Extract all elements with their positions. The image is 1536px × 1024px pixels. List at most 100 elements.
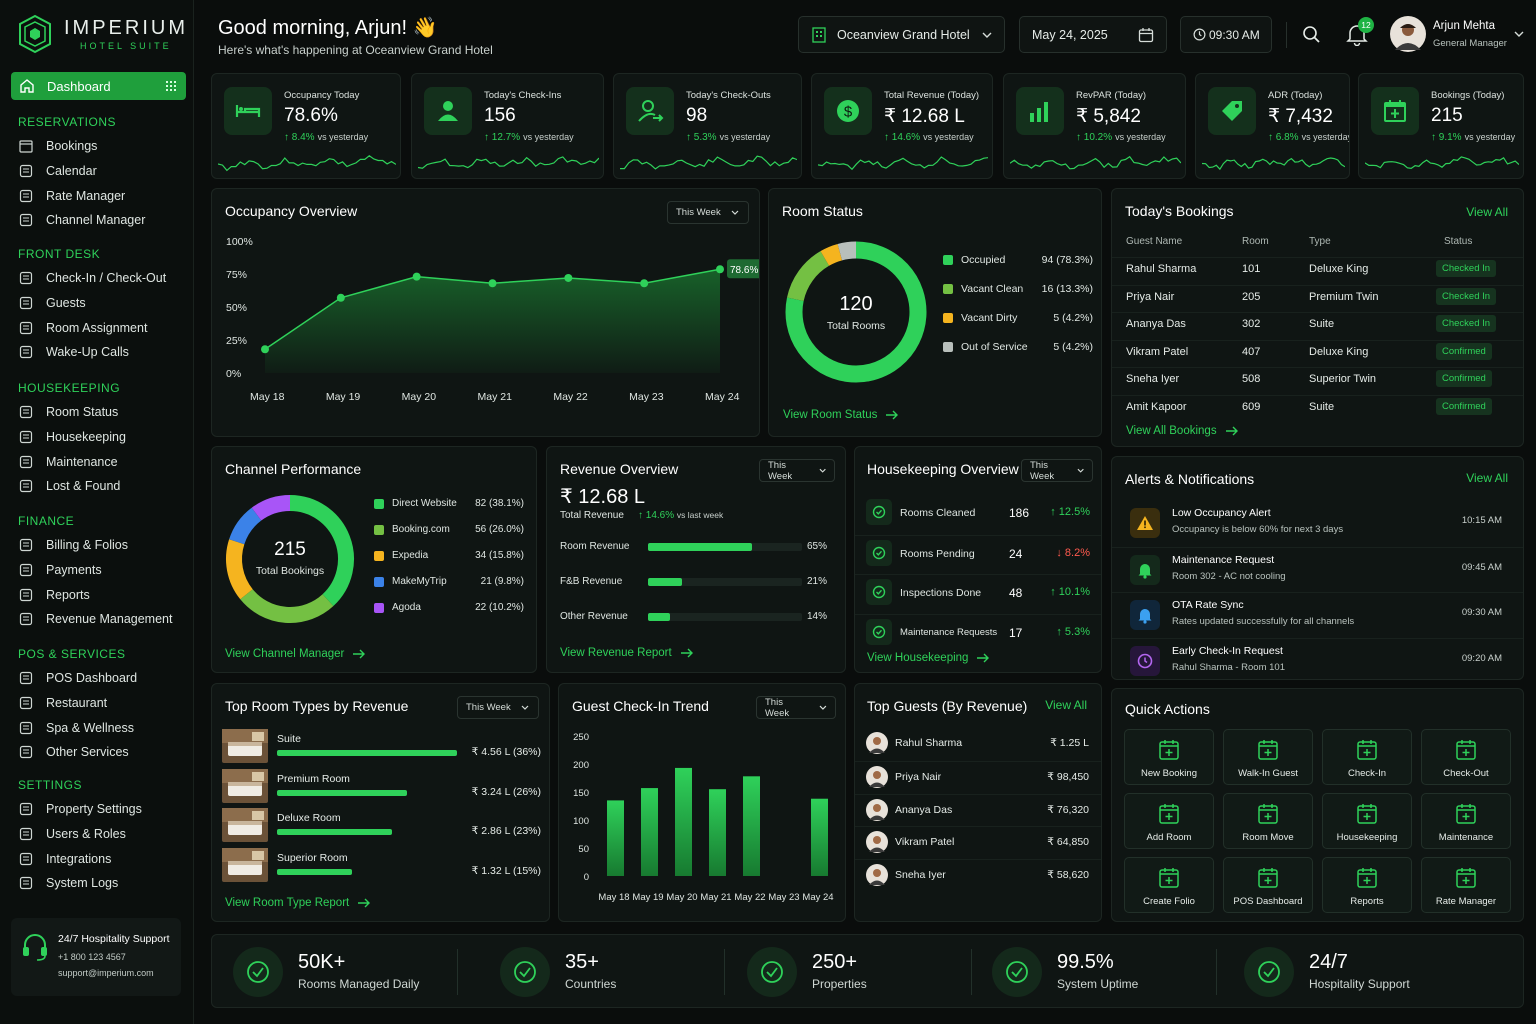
search-icon[interactable] [1302,25,1321,44]
table-row[interactable] [1112,284,1523,311]
room-type-row[interactable]: Deluxe Room ₹ 2.86 L (23%) [212,807,549,843]
sidebar-item-revenue-management[interactable]: Revenue Management [18,609,172,629]
top-guest-row[interactable]: Ananya Das ₹ 76,320 [855,793,1101,825]
stat-card-today-s-check-ins[interactable]: Today's Check-Ins 156 ↑ 12.7% vs yesterda… [411,73,604,179]
top-guest-row[interactable]: Vikram Patel ₹ 64,850 [855,826,1101,857]
donut-slice[interactable] [226,539,253,600]
sidebar-item-channel-manager[interactable]: Channel Manager [18,210,145,230]
quick-action-reports[interactable]: Reports [1322,857,1412,913]
stat-card-total-revenue-today[interactable]: $ Total Revenue (Today) ₹ 12.68 L ↑ 14.6… [811,73,993,179]
sidebar-item-room-assignment[interactable]: Room Assignment [18,318,147,338]
donut-slice[interactable] [229,507,262,545]
sidebar-item-property-settings[interactable]: Property Settings [18,799,142,819]
sidebar-item-lost-found[interactable]: Lost & Found [18,476,120,496]
sidebar-item-dashboard[interactable]: Dashboard [11,72,186,100]
room-type-row[interactable]: Premium Room ₹ 3.24 L (26%) [212,768,549,804]
room-type-row[interactable]: Superior Room ₹ 1.32 L (15%) [212,847,549,883]
occupancy-filter[interactable]: This Week [667,201,749,224]
quick-action-check-in[interactable]: Check-In [1322,729,1412,785]
trend-bar[interactable] [709,789,726,876]
quick-action-check-out[interactable]: Check-Out [1421,729,1511,785]
hotel-selector[interactable]: Oceanview Grand Hotel [798,16,1005,53]
view-revenue-report-link[interactable]: View Revenue Report [560,647,694,659]
bookings-view-all[interactable]: View All [1466,205,1508,219]
top-guests-view-all[interactable]: View All [1045,698,1087,712]
top-guest-row[interactable]: Rahul Sharma ₹ 1.25 L [855,728,1101,759]
checkin-trend-filter[interactable]: This Week [756,696,836,719]
stat-card-today-s-check-outs[interactable]: Today's Check-Outs 98 ↑ 5.3% vs yesterday [613,73,802,179]
sidebar-item-maintenance[interactable]: Maintenance [18,452,118,472]
sidebar-item-room-status[interactable]: Room Status [18,402,118,422]
quick-action-new-booking[interactable]: New Booking [1124,729,1214,785]
occupancy-point[interactable] [336,293,345,302]
sidebar-item-calendar[interactable]: Calendar [18,161,97,181]
top-guest-row[interactable]: Sneha Iyer ₹ 58,620 [855,859,1101,890]
occupancy-point[interactable] [640,279,649,288]
sidebar-item-guests[interactable]: Guests [18,293,86,313]
sidebar-item-housekeeping[interactable]: Housekeeping [18,427,126,447]
sidebar-item-pos-dashboard[interactable]: POS Dashboard [18,668,137,688]
occupancy-point[interactable] [716,265,724,274]
stat-card-revpar-today[interactable]: RevPAR (Today) ₹ 5,842 ↑ 10.2% vs yesterd… [1003,73,1186,179]
sidebar-item-other-services[interactable]: Other Services [18,742,129,762]
table-row[interactable] [1112,394,1523,421]
view-channel-manager-link[interactable]: View Channel Manager [225,648,366,660]
sidebar-item-reports[interactable]: Reports [18,585,90,605]
view-all-bookings-link[interactable]: View All Bookings [1126,425,1239,437]
date-picker[interactable]: May 24, 2025 [1019,16,1167,53]
trend-bar[interactable] [641,788,658,876]
trend-bar[interactable] [811,798,828,876]
quick-action-rate-manager[interactable]: Rate Manager [1421,857,1511,913]
table-row[interactable] [1112,339,1523,366]
sidebar-item-check-in-check-out[interactable]: Check-In / Check-Out [18,268,166,288]
sidebar-item-billing-folios[interactable]: Billing & Folios [18,535,128,555]
sidebar-item-system-logs[interactable]: System Logs [18,873,118,893]
housekeeping-row[interactable]: Rooms Pending 24 ↓ 8.2% [855,534,1101,569]
trend-bar[interactable] [607,800,624,876]
quick-action-pos-dashboard[interactable]: POS Dashboard [1223,857,1313,913]
occupancy-point[interactable] [412,272,421,281]
stat-card-adr-today[interactable]: ADR (Today) ₹ 7,432 ↑ 6.8% vs yesterday [1195,73,1350,179]
occupancy-point[interactable] [564,273,573,282]
trend-bar[interactable] [743,776,760,876]
donut-slice[interactable] [837,241,857,261]
quick-action-create-folio[interactable]: Create Folio [1124,857,1214,913]
quick-action-walk-in-guest[interactable]: Walk-In Guest [1223,729,1313,785]
stat-card-occupancy-today[interactable]: Occupancy Today 78.6% ↑ 8.4% vs yesterday [211,73,401,179]
view-housekeeping-link[interactable]: View Housekeeping [867,652,990,664]
alert-item[interactable]: OTA Rate Sync Rates updated successfully… [1112,592,1523,636]
housekeeping-row[interactable]: Maintenance Requests 17 ↑ 5.3% [855,613,1101,648]
quick-action-add-room[interactable]: Add Room [1124,793,1214,849]
quick-action-housekeeping[interactable]: Housekeeping [1322,793,1412,849]
support-phone[interactable]: +1 800 123 4567 [58,952,126,962]
quick-action-maintenance[interactable]: Maintenance [1421,793,1511,849]
sidebar-item-users-roles[interactable]: Users & Roles [18,824,126,844]
room-types-filter[interactable]: This Week [457,696,539,719]
sidebar-item-restaurant[interactable]: Restaurant [18,693,107,713]
alert-item[interactable]: Low Occupancy Alert Occupancy is below 6… [1112,501,1523,545]
sidebar-item-integrations[interactable]: Integrations [18,849,111,869]
sidebar-item-bookings[interactable]: Bookings [18,136,97,156]
support-email[interactable]: support@imperium.com [58,968,154,978]
donut-slice[interactable] [820,243,843,266]
sidebar-item-payments[interactable]: Payments [18,560,102,580]
alert-item[interactable]: Early Check-In Request Rahul Sharma - Ro… [1112,637,1523,680]
donut-slice[interactable] [251,495,291,521]
trend-bar[interactable] [675,767,692,876]
table-row[interactable] [1112,367,1523,393]
sidebar-item-rate-manager[interactable]: Rate Manager [18,186,125,206]
brand-logo[interactable]: IMPERIUM HOTEL SUITE [18,14,188,58]
room-type-row[interactable]: Suite ₹ 4.56 L (36%) [212,728,549,764]
donut-slice[interactable] [785,241,927,383]
donut-slice[interactable] [787,251,830,302]
table-row[interactable] [1112,312,1523,338]
stat-card-bookings-today[interactable]: Bookings (Today) 215 ↑ 9.1% vs yesterday [1358,73,1524,179]
view-room-status-link[interactable]: View Room Status [783,409,899,421]
notifications-button[interactable]: 12 [1346,17,1374,48]
sidebar-item-wake-up-calls[interactable]: Wake-Up Calls [18,342,129,362]
donut-slice[interactable] [289,495,354,607]
revenue-filter[interactable]: This Week [759,459,835,482]
housekeeping-row[interactable]: Rooms Cleaned 186 ↑ 12.5% [855,495,1101,529]
sidebar-item-spa-wellness[interactable]: Spa & Wellness [18,718,134,738]
alerts-view-all[interactable]: View All [1466,471,1508,485]
